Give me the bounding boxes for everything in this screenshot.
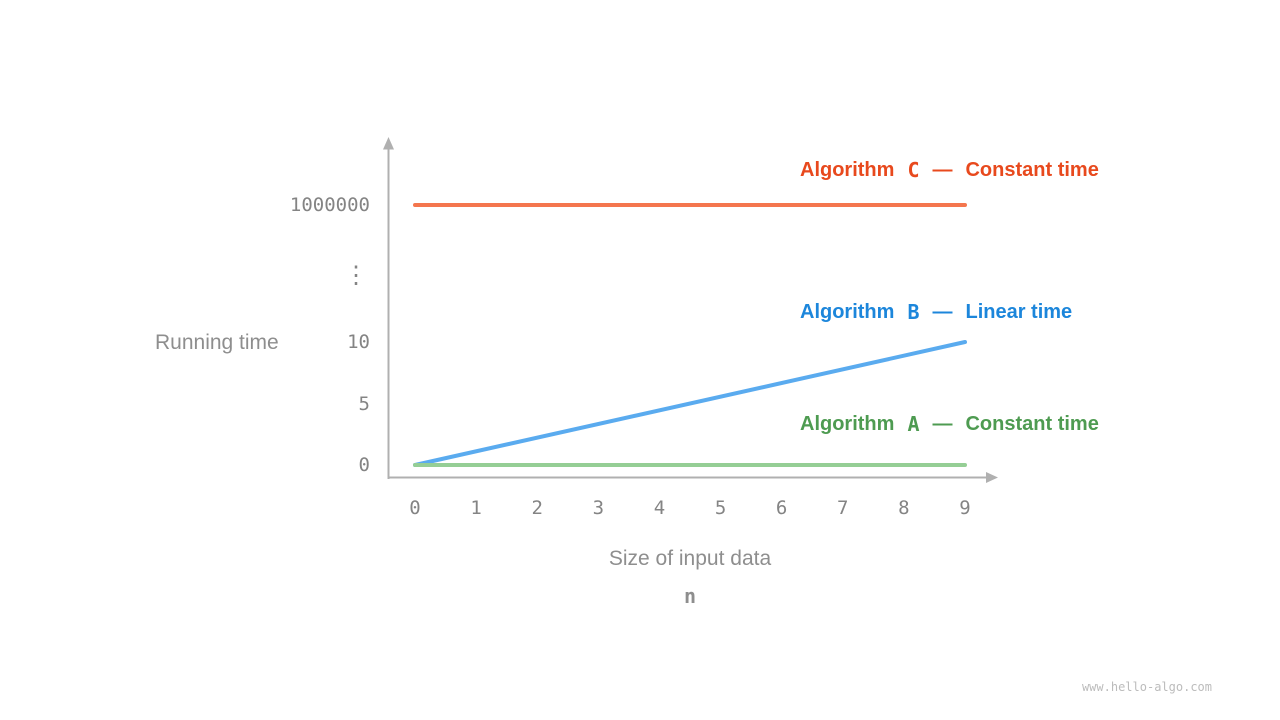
x-tick-label: 3 <box>592 497 605 519</box>
legend-series-prefix: Algorithm <box>800 300 895 323</box>
legend-series-letter: C <box>907 158 920 182</box>
legend-row-a: Algorithm A — Constant time <box>800 412 1099 436</box>
y-tick-label: ⋮ <box>344 261 370 289</box>
legend-series-description: Constant time <box>965 412 1099 435</box>
y-tick-label: 5 <box>358 392 370 415</box>
x-axis-arrow-icon <box>986 472 998 483</box>
series-line-b <box>413 340 967 467</box>
x-tick-label: 2 <box>531 497 543 519</box>
legend-series-prefix: Algorithm <box>800 158 895 181</box>
legend-series-description: Linear time <box>965 300 1073 323</box>
y-tick-label: 0 <box>358 454 370 476</box>
x-tick-label: 8 <box>898 497 910 519</box>
x-tick-label: 9 <box>959 497 971 519</box>
legend-series-description: Constant time <box>965 158 1099 181</box>
y-axis-arrow-icon <box>383 137 394 150</box>
y-tick-label: 1000000 <box>289 194 370 216</box>
x-tick-label: 1 <box>470 497 482 519</box>
x-tick-label: 5 <box>714 497 727 519</box>
legend-row-c: Algorithm C — Constant time <box>800 158 1099 182</box>
legend-series-prefix: Algorithm <box>800 412 895 435</box>
x-axis-variable: n <box>683 584 697 608</box>
x-axis <box>388 472 998 483</box>
legend-separator: — <box>932 412 953 435</box>
legend-separator: — <box>932 158 953 181</box>
legend-row-b: Algorithm B — Linear time <box>800 300 1072 324</box>
y-axis-title: Running time <box>155 331 279 354</box>
series-lines <box>413 203 967 467</box>
x-tick-label: 4 <box>653 497 666 519</box>
x-tick-label: 6 <box>775 497 788 519</box>
legend-series-letter: A <box>907 412 920 436</box>
x-tick-label: 7 <box>837 497 849 519</box>
x-tick-label: 0 <box>409 497 421 519</box>
y-tick-label: 10 <box>347 331 370 353</box>
y-axis <box>383 137 394 479</box>
legend-separator: — <box>932 300 953 323</box>
watermark: www.hello-algo.com <box>1081 680 1212 694</box>
x-axis-title: Size of input data <box>608 547 772 570</box>
legend-series-letter: B <box>907 300 920 324</box>
